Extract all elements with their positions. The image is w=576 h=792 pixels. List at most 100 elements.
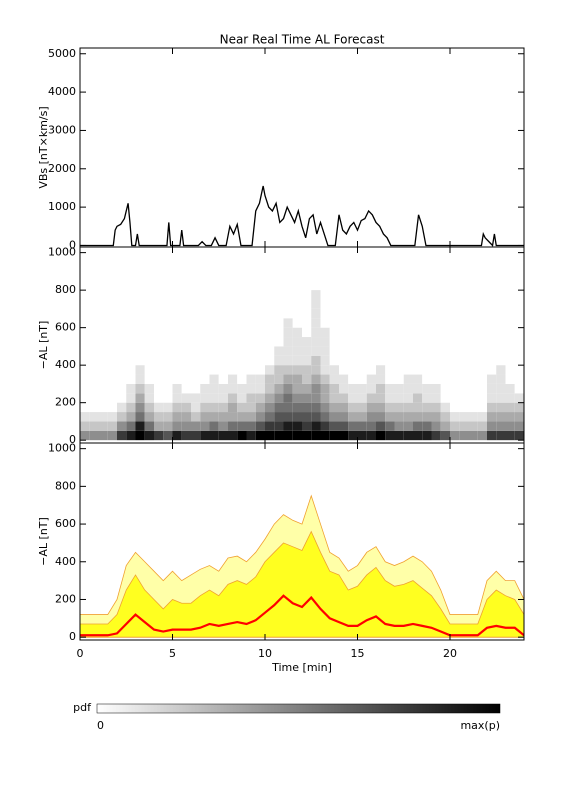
pdf-cell [274,318,284,328]
pdf-cell [302,308,312,319]
pdf-cell [376,412,386,422]
pdf-cell [431,346,441,356]
pdf-cell [394,337,404,347]
pdf-cell [98,318,108,328]
pdf-cell [320,346,330,356]
pdf-cell [450,402,460,413]
pdf-cell [320,412,330,422]
pdf-cell [302,318,312,328]
pdf-cell [80,327,90,338]
pdf-cell [274,346,284,356]
pdf-cell [135,346,145,356]
pdf-cell [329,346,339,356]
pdf-cell [80,365,90,375]
pdf-cell [144,299,154,309]
pdf-cell [505,337,515,347]
y-tick-label: 200 [55,396,76,409]
pdf-cell [209,402,219,413]
pdf-cell [135,308,145,319]
pdf-cell [237,318,247,328]
y-tick-label: 1000 [48,200,76,213]
pdf-cell [246,393,256,403]
pdf-cell [154,290,164,300]
pdf-cell [311,402,321,413]
pdf-cell [89,393,99,403]
pdf-cell [339,299,349,309]
pdf-cell [80,308,90,319]
pdf-cell [496,393,506,403]
pdf-cell [209,412,219,422]
pdf-cell [339,337,349,347]
pdf-cell [218,290,228,300]
pdf-cell [200,412,210,422]
pdf-cell [265,308,275,319]
pdf-cell [144,290,154,300]
pdf-cell [477,383,487,394]
pdf-cell [181,318,191,328]
pdf-cell [385,430,395,441]
pdf-cell [200,430,210,441]
pdf-cell [126,412,136,422]
pdf-cell [107,421,117,431]
pdf-cell [450,393,460,403]
y-tick-label: 600 [55,321,76,334]
pdf-cell [413,365,423,375]
pdf-cell [376,308,386,319]
pdf-cell [117,421,127,431]
pdf-cell [292,308,302,319]
pdf-cell [403,365,413,375]
y-tick-label: 4000 [48,85,76,98]
pdf-cell [302,290,312,300]
pdf-cell [459,402,469,413]
pdf-cell [191,412,201,422]
pdf-cell [440,346,450,356]
pdf-cell [292,365,302,375]
pdf-cell [468,346,478,356]
pdf-cell [505,365,515,375]
pdf-cell [237,299,247,309]
pdf-cell [237,337,247,347]
pdf-cell [440,393,450,403]
pdf-cell [450,327,460,338]
pdf-cell [218,393,228,403]
pdf-cell [468,393,478,403]
pdf-cell [320,374,330,384]
pdf-cell [477,421,487,431]
y-axis-label: VBs [nT×km/s] [37,106,50,188]
pdf-cell [376,430,386,441]
pdf-cell [403,430,413,441]
pdf-cell [163,412,173,422]
pdf-cell [265,430,275,441]
pdf-cell [496,402,506,413]
pdf-cell [487,299,497,309]
pdf-cell [366,374,376,384]
pdf-cell [283,355,293,366]
pdf-cell [394,412,404,422]
pdf-cell [135,374,145,384]
pdf-cell [403,327,413,338]
pdf-cell [228,346,238,356]
pdf-cell [135,383,145,394]
pdf-cell [228,318,238,328]
pdf-cell [422,402,432,413]
pdf-cell [505,383,515,394]
pdf-cell [487,430,497,441]
pdf-cell [339,355,349,366]
pdf-cell [265,421,275,431]
pdf-cell [505,290,515,300]
pdf-cell [440,402,450,413]
pdf-cell [302,430,312,441]
pdf-cell [218,365,228,375]
pdf-cell [468,337,478,347]
pdf-cell [126,365,136,375]
pdf-cell [487,421,497,431]
pdf-cell [514,355,524,366]
pdf-cell [135,355,145,366]
pdf-cell [107,346,117,356]
pdf-cell [357,421,367,431]
pdf-cell [154,430,164,441]
pdf-cell [459,308,469,319]
pdf-cell [339,383,349,394]
pdf-cell [107,318,117,328]
pdf-cell [339,402,349,413]
